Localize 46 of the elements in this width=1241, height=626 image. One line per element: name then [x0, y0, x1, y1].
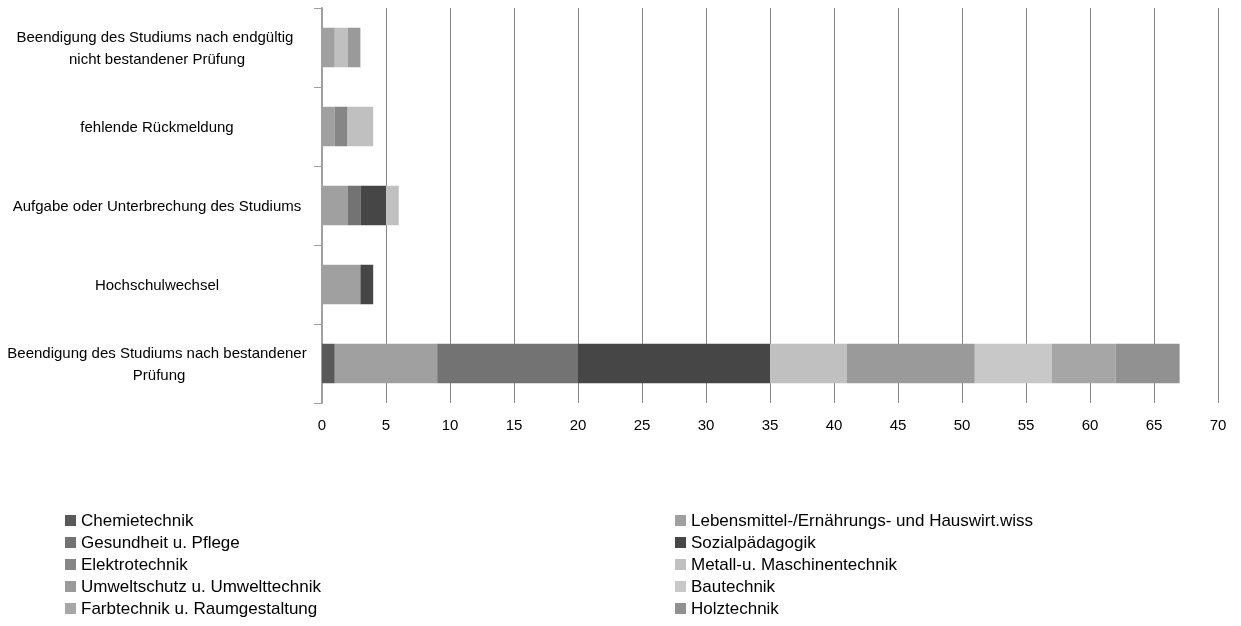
- x-tick-label: 50: [953, 416, 971, 433]
- legend-label: Bautechnik: [691, 577, 776, 596]
- legend-label: Chemietechnik: [81, 511, 194, 530]
- x-tick-label: 55: [1017, 416, 1035, 433]
- bar: [347, 185, 361, 226]
- bar: [578, 343, 770, 384]
- bar: [846, 343, 975, 384]
- bar: [347, 27, 361, 68]
- x-tick-label: 20: [569, 416, 587, 433]
- bar: [334, 106, 348, 147]
- bar: [437, 343, 578, 384]
- x-tick-label: 10: [441, 416, 459, 433]
- bar: [360, 264, 374, 305]
- legend-label: Metall-u. Maschinentechnik: [691, 555, 898, 574]
- bar: [322, 343, 335, 384]
- x-tick-label: 5: [381, 416, 391, 433]
- legend-label: Holztechnik: [691, 599, 780, 618]
- bar: [347, 106, 374, 147]
- x-tick-label: 70: [1209, 416, 1227, 433]
- x-tick-label: 40: [825, 416, 843, 433]
- legend-label: Lebensmittel-/Ernährungs- und Hauswirt.wiss: [691, 511, 1034, 530]
- bar: [360, 185, 386, 226]
- legend-label: Elektrotechnik: [81, 555, 189, 574]
- x-tick-label: 0: [317, 416, 327, 433]
- legend-label: Sozialpädagogik: [691, 533, 817, 552]
- legend-label: Farbtechnik u. Raumgestaltung: [81, 599, 318, 618]
- x-tick-label: 25: [633, 416, 651, 433]
- bar: [1051, 343, 1116, 384]
- x-tick-label: 35: [761, 416, 779, 433]
- bar: [386, 185, 399, 226]
- legend-label: Umweltschutz u. Umwelttechnik: [81, 577, 322, 596]
- bar: [974, 343, 1052, 384]
- y-tick-label: fehlende Rückmeldung: [80, 118, 234, 135]
- bar: [334, 343, 438, 384]
- y-tick-label: Aufgabe oder Unterbrechung des Studiums: [12, 197, 302, 214]
- x-tick-label: 30: [697, 416, 715, 433]
- x-tick-label: 15: [505, 416, 523, 433]
- x-tick-label: 45: [889, 416, 907, 433]
- y-tick-label: Beendigung des Studiums nach bestandener Prüfung: [7, 344, 307, 383]
- x-tick-label: 65: [1145, 416, 1163, 433]
- x-tick-label: 60: [1081, 416, 1099, 433]
- legend-label: Gesundheit u. Pflege: [81, 533, 240, 552]
- bar: [770, 343, 847, 384]
- y-tick-label: Beendigung des Studiums nach endgültig nicht bestandener Prüfung: [16, 28, 298, 67]
- y-tick-label: Hochschulwechsel: [94, 276, 220, 293]
- bar: [334, 27, 348, 68]
